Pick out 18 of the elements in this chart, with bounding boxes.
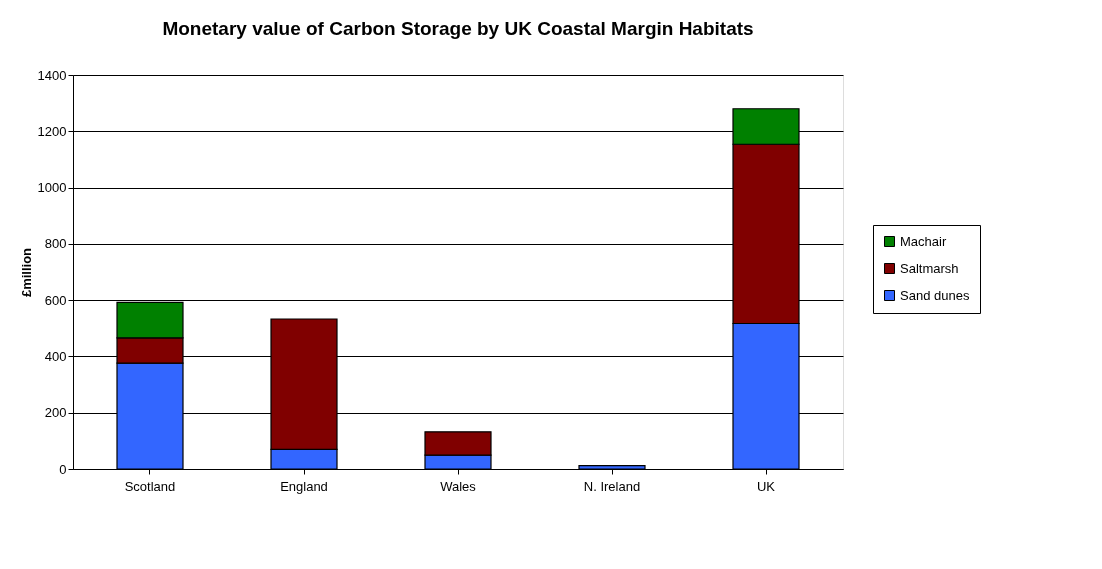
x-tick-label: Wales [440,478,477,494]
y-tick-label: 800 [44,236,67,252]
y-tick-label: 200 [44,405,67,421]
x-tick-label: UK [756,478,776,494]
y-tick-label: 1200 [37,123,67,139]
x-tick-label: Scotland [124,478,176,494]
x-tick-label: England [280,478,328,494]
y-tick-label: 600 [44,292,67,308]
x-tick-label: N. Ireland [583,478,641,494]
y-tick-label: 0 [59,461,67,477]
y-tick-label: 400 [44,348,67,364]
legend-label: Machair [900,233,947,249]
legend-label: Saltmarsh [900,260,959,276]
chart-title: Monetary value of Carbon Storage by UK Coastal Margin Habitats [162,18,754,39]
y-axis-title: £million [18,247,34,298]
y-tick-label: 1400 [37,67,67,83]
legend-label: Sand dunes [900,287,970,303]
y-tick-label: 1000 [37,180,67,196]
